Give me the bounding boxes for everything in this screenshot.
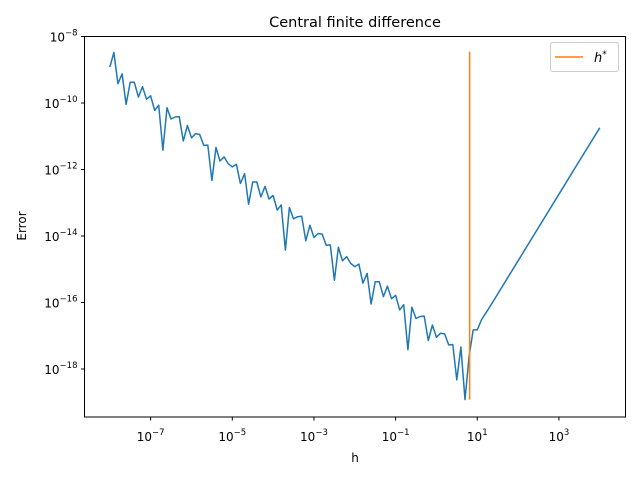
legend-label-h-star: h*: [594, 50, 607, 66]
y-tick-label: 10−12: [44, 161, 77, 177]
x-tick-label: 101: [467, 428, 488, 444]
y-tick-label: 10−8: [50, 29, 78, 45]
y-tick-label: 10−10: [44, 95, 77, 111]
x-tick-label: 10−7: [137, 428, 165, 444]
x-axis-label: h: [351, 451, 359, 465]
chart-title: Central finite difference: [269, 15, 441, 31]
ticks: 10−7 10−5 10−3 10−1 101 103 10−8 10−10 10−12 10−1…: [44, 29, 569, 445]
x-tick-label: 103: [549, 428, 570, 444]
x-tick-label: 10−1: [382, 428, 410, 444]
legend-box: [550, 42, 619, 72]
plot-area: [109, 51, 601, 401]
y-tick-label: 10−18: [44, 361, 77, 377]
y-axis-label: Error: [15, 211, 29, 240]
error-series-line: [109, 51, 601, 401]
x-tick-label: 10−3: [300, 428, 328, 444]
legend: h*: [550, 42, 619, 72]
y-tick-label: 10−16: [44, 294, 77, 310]
x-tick-label: 10−5: [218, 428, 246, 444]
axes-frame: [84, 36, 626, 418]
y-tick-label: 10−14: [44, 228, 77, 244]
